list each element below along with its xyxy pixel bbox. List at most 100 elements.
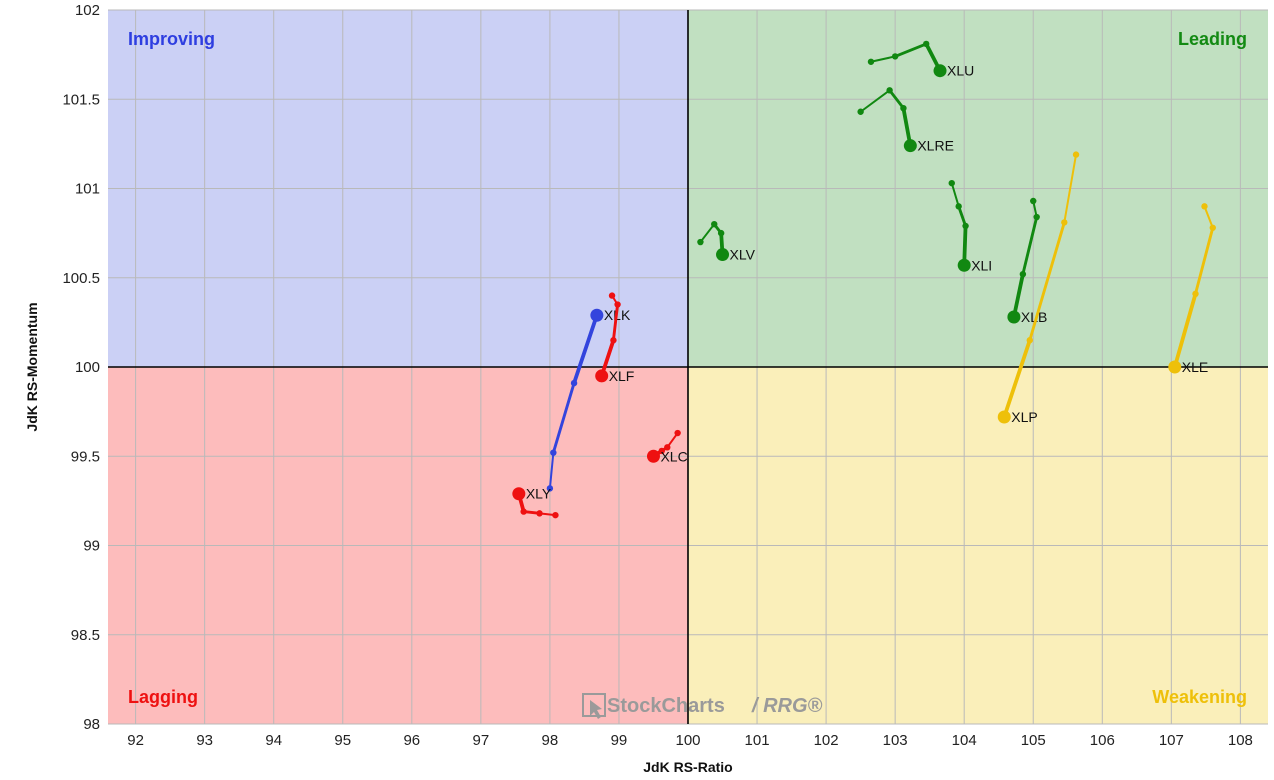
tail-point bbox=[867, 58, 875, 65]
watermark-rrg: / RRG® bbox=[751, 695, 823, 717]
x-tick-label: 108 bbox=[1228, 732, 1253, 749]
quadrant-label-leading: Leading bbox=[1178, 29, 1247, 49]
y-tick-label: 98 bbox=[83, 716, 100, 733]
symbol-label: XLU bbox=[947, 63, 974, 79]
tail-point bbox=[1026, 337, 1033, 344]
tail-xlre: XLRE bbox=[857, 87, 954, 154]
tail-segment bbox=[699, 223, 716, 244]
tail-point bbox=[664, 444, 671, 451]
tail-point bbox=[1201, 203, 1208, 210]
tail-xlp: XLP bbox=[997, 151, 1080, 425]
tail-point bbox=[955, 203, 962, 210]
x-tick-label: 97 bbox=[473, 732, 490, 749]
tail-segment bbox=[1172, 291, 1198, 369]
y-tick-label: 99.5 bbox=[71, 448, 100, 465]
sector-tails: XLU XLRE XLV XLI XLB XLP XLE XLKXLF XLC XLY bbox=[512, 40, 1216, 519]
tail-xlf: XLF bbox=[595, 292, 634, 384]
tail-point bbox=[1192, 290, 1199, 298]
symbol-label: XLV bbox=[730, 247, 756, 263]
tail-xli: XLI bbox=[948, 179, 992, 273]
tail-segment bbox=[572, 313, 599, 385]
tail-point bbox=[697, 238, 704, 246]
tail-segment bbox=[1028, 220, 1066, 342]
tail-point bbox=[570, 379, 578, 387]
tail-xly: XLY bbox=[512, 486, 559, 519]
tail-point bbox=[1209, 224, 1216, 231]
tail-point bbox=[674, 429, 681, 437]
cursor-icon bbox=[590, 700, 602, 719]
tail-head-point bbox=[646, 449, 660, 463]
x-tick-label: 106 bbox=[1090, 732, 1115, 749]
tail-point bbox=[550, 449, 557, 456]
tail-segment bbox=[957, 204, 968, 228]
stockcharts-watermark: StockCharts / RRG® bbox=[582, 693, 823, 719]
tail-segment bbox=[1002, 338, 1032, 419]
quadrant-labels: Improving Leading Lagging Weakening bbox=[128, 29, 1247, 707]
tail-segment bbox=[1203, 205, 1214, 229]
y-tick-label: 100.5 bbox=[62, 270, 100, 287]
tail-point bbox=[610, 337, 617, 344]
tail-segment bbox=[551, 381, 576, 455]
y-tick-label: 101 bbox=[75, 181, 100, 198]
tail-xle: XLE bbox=[1168, 203, 1216, 375]
tail-segment bbox=[1012, 272, 1025, 319]
tail-point bbox=[962, 222, 969, 230]
tail-point bbox=[536, 510, 543, 517]
x-tick-label: 102 bbox=[814, 732, 839, 749]
tail-segment bbox=[1063, 153, 1078, 224]
tail-head-point bbox=[997, 410, 1011, 424]
tail-segment bbox=[893, 42, 928, 58]
tail-point bbox=[1072, 151, 1080, 158]
tail-point bbox=[923, 40, 930, 48]
tail-point bbox=[711, 221, 718, 228]
stockcharts-logo-icon bbox=[582, 693, 606, 717]
tail-point bbox=[520, 508, 527, 515]
symbol-label: XLE bbox=[1182, 359, 1208, 375]
y-tick-labels: 98 98.5 99 99.5 100 100.5 101 101.5 102 bbox=[62, 2, 100, 733]
symbol-label: XLI bbox=[971, 257, 992, 273]
y-tick-label: 102 bbox=[75, 2, 100, 19]
tail-point bbox=[1019, 270, 1027, 278]
center-axes bbox=[108, 10, 1268, 724]
tail-segment bbox=[869, 55, 897, 63]
tail-head-point bbox=[716, 248, 730, 262]
tail-head-point bbox=[933, 64, 947, 78]
watermark-brand: StockCharts bbox=[607, 695, 725, 717]
x-tick-label: 94 bbox=[265, 732, 282, 749]
tail-segment bbox=[859, 89, 891, 113]
tail-point bbox=[1061, 219, 1068, 226]
tail-head-point bbox=[512, 487, 526, 501]
quadrant-label-weakening: Weakening bbox=[1152, 687, 1247, 707]
tail-point bbox=[658, 447, 665, 455]
symbol-label: XLF bbox=[609, 368, 635, 384]
symbol-label: XLC bbox=[660, 448, 687, 464]
tail-point bbox=[886, 87, 893, 94]
x-axis-title: JdK RS-Ratio bbox=[643, 759, 732, 775]
tail-point bbox=[1030, 197, 1037, 205]
symbol-label: XLP bbox=[1011, 409, 1037, 425]
symbol-label: XLRE bbox=[917, 138, 954, 154]
x-tick-label: 107 bbox=[1159, 732, 1184, 749]
tail-point bbox=[717, 229, 725, 237]
tail-segment bbox=[611, 303, 620, 342]
y-axis-title: JdK RS-Momentum bbox=[24, 302, 40, 431]
x-tick-label: 101 bbox=[745, 732, 770, 749]
x-tick-label: 98 bbox=[542, 732, 559, 749]
x-tick-label: 99 bbox=[611, 732, 628, 749]
tail-xlk: XLK bbox=[546, 307, 631, 492]
tail-head-point bbox=[595, 369, 609, 383]
x-tick-label: 92 bbox=[127, 732, 144, 749]
tail-xlc: XLC bbox=[646, 429, 688, 464]
tail-xlv: XLV bbox=[697, 221, 756, 263]
quadrant-label-lagging: Lagging bbox=[128, 687, 198, 707]
tail-point bbox=[546, 485, 554, 492]
tail-segment bbox=[1194, 226, 1215, 296]
tail-head-point bbox=[1007, 310, 1021, 324]
x-tick-label: 100 bbox=[675, 732, 700, 749]
x-tick-label: 105 bbox=[1021, 732, 1046, 749]
tail-point bbox=[857, 108, 864, 115]
tail-head-point bbox=[590, 308, 604, 322]
y-tick-label: 99 bbox=[83, 538, 100, 555]
symbol-label: XLY bbox=[526, 486, 552, 502]
